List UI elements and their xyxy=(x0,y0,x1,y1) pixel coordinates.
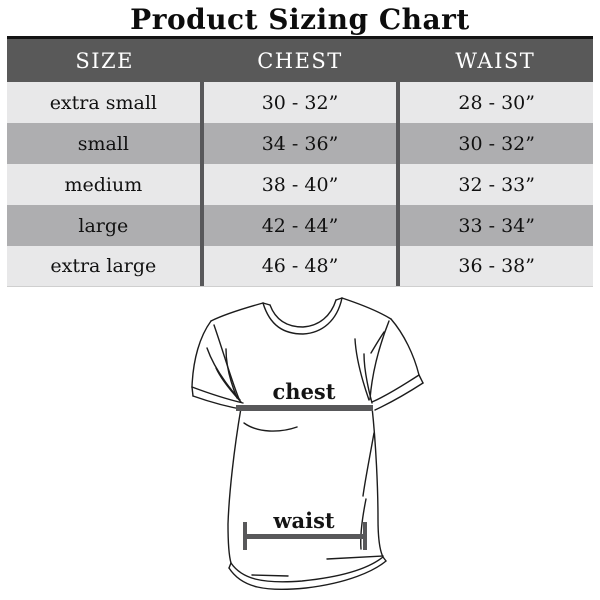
right-shoulder xyxy=(341,297,392,320)
header-cell-size: SIZE xyxy=(75,48,134,73)
chest-label: chest xyxy=(273,379,336,404)
cell-chest: 34 - 36” xyxy=(199,123,397,164)
cell-waist: 33 - 34” xyxy=(396,205,593,246)
tshirt-illustration: chest waist xyxy=(191,297,424,591)
right-sleeve-outer xyxy=(390,318,420,376)
cell-size: extra large xyxy=(50,255,157,277)
cell-waist: 36 - 38” xyxy=(396,246,593,286)
table-row-medium: medium 38 - 40” 32 - 33” xyxy=(7,164,593,205)
left-sleeve-outer xyxy=(191,320,212,388)
cell-waist: 28 - 30” xyxy=(396,82,593,123)
table-row-extra-small: extra small 30 - 32” 28 - 30” xyxy=(7,82,593,123)
cell-size: medium xyxy=(64,173,143,196)
right-cuff-bottom xyxy=(374,382,424,411)
waist-measure-line xyxy=(244,534,366,539)
left-shoulder xyxy=(210,302,264,322)
left-cuff-top xyxy=(191,386,244,404)
chest-measure-line xyxy=(236,405,373,411)
hem-bottom xyxy=(228,560,387,591)
collar-outer xyxy=(262,297,343,335)
tshirt-outline xyxy=(191,297,424,591)
cell-size: small xyxy=(77,132,129,155)
cell-waist: 30 - 32” xyxy=(396,123,593,164)
cell-size: large xyxy=(78,214,129,237)
left-body-side xyxy=(227,407,242,564)
tshirt-figure: chest waist xyxy=(0,287,600,599)
header-cell-chest: CHEST xyxy=(257,48,343,73)
header-cell-waist: WAIST xyxy=(455,48,536,73)
cell-size: extra small xyxy=(49,91,157,114)
table-header-row: SIZE CHEST WAIST xyxy=(7,39,593,82)
cell-waist: 32 - 33” xyxy=(396,164,593,205)
cell-chest: 46 - 48” xyxy=(199,246,397,286)
page-title: Product Sizing Chart xyxy=(130,3,470,36)
cell-chest: 30 - 32” xyxy=(199,82,397,123)
waist-measure-tick-right xyxy=(363,522,367,550)
sizing-table: SIZE CHEST WAIST extra small 30 - 32” 28… xyxy=(7,36,593,287)
table-row-small: small 34 - 36” 30 - 32” xyxy=(7,123,593,164)
cell-chest: 38 - 40” xyxy=(199,164,397,205)
table-row-extra-large: extra large 46 - 48” 36 - 38” xyxy=(7,246,593,287)
collar-inner xyxy=(269,299,337,328)
table-row-large: large 42 - 44” 33 - 34” xyxy=(7,205,593,246)
waist-measure-tick-left xyxy=(243,522,247,550)
waist-label: waist xyxy=(272,508,334,533)
cell-chest: 42 - 44” xyxy=(199,205,397,246)
hem-top xyxy=(230,556,384,583)
right-cuff-top xyxy=(371,374,420,403)
right-body-side xyxy=(371,406,384,558)
